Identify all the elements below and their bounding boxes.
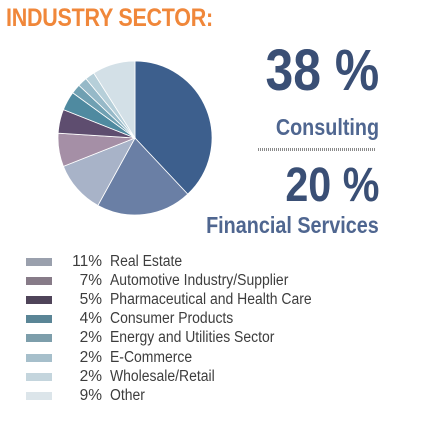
legend-swatch	[26, 295, 52, 304]
legend-percent: 11%	[72, 252, 102, 270]
legend-label: Other	[110, 386, 145, 404]
legend-label: E-Commerce	[110, 348, 193, 366]
legend-label: Consumer Products	[110, 310, 234, 328]
legend-percent: 7%	[79, 271, 102, 289]
chart-title: INDUSTRY SECTOR:	[6, 4, 213, 32]
legend-label: Pharmaceutical and Health Care	[110, 290, 312, 308]
legend-swatch	[26, 315, 52, 324]
legend-percent: 9%	[79, 386, 102, 404]
pie-slice-other	[93, 60, 136, 140]
legend-swatch	[26, 334, 52, 343]
legend-percent: 2%	[79, 329, 102, 347]
callout-financial-value: 20 %	[284, 159, 379, 212]
legend-label: Automotive Industry/Supplier	[110, 271, 289, 289]
pie-slice-financial-services	[97, 137, 189, 216]
legend-item: 2% Energy and Utilities Sector	[26, 329, 334, 348]
legend-label: Energy and Utilities Sector	[110, 329, 275, 347]
callout-divider	[258, 148, 376, 151]
legend-swatch	[26, 391, 52, 400]
callout-consulting-value: 38 %	[265, 38, 379, 103]
legend-label: Real Estate	[110, 252, 183, 270]
legend: 11% Real Estate 7% Automotive Industry/S…	[26, 252, 334, 406]
legend-swatch	[26, 276, 52, 285]
legend-percent: 2%	[79, 348, 102, 366]
legend-item: 9% Other	[26, 386, 334, 405]
legend-swatch	[26, 372, 52, 381]
legend-item: 2% Wholesale/Retail	[26, 367, 334, 386]
legend-percent: 4%	[79, 310, 102, 328]
legend-item: 7% Automotive Industry/Supplier	[26, 271, 334, 290]
legend-percent: 2%	[79, 367, 102, 385]
legend-item: 5% Pharmaceutical and Health Care	[26, 290, 334, 309]
legend-percent: 5%	[79, 290, 102, 308]
legend-label: Wholesale/Retail	[110, 367, 215, 385]
legend-item: 2% E-Commerce	[26, 348, 334, 367]
callout-financial-label: Financial Services	[206, 212, 379, 238]
legend-swatch	[26, 353, 52, 362]
legend-item: 4% Consumer Products	[26, 310, 334, 329]
legend-swatch	[26, 257, 52, 266]
pie-slice-consulting	[134, 60, 213, 195]
legend-item: 11% Real Estate	[26, 252, 334, 271]
callout-consulting-label: Consulting	[275, 114, 379, 140]
